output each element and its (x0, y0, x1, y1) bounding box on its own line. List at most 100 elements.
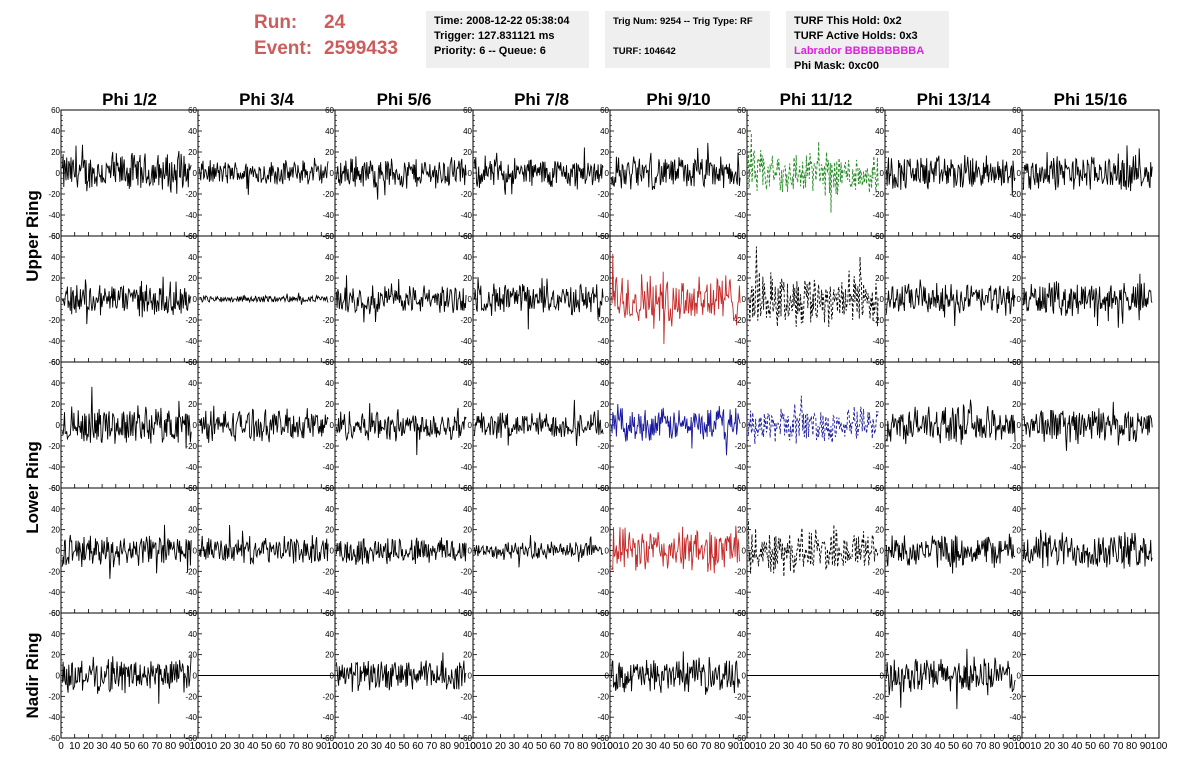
y-tick-label: 60 (600, 484, 609, 493)
turf-line: TURF: 104642 (613, 46, 676, 57)
y-tick-label: -20 (872, 567, 884, 576)
y-tick-label: -40 (1009, 713, 1021, 722)
y-tick-label: 60 (875, 358, 884, 367)
y-tick-label: 0 (330, 169, 335, 178)
y-tick-label: -20 (185, 692, 197, 701)
y-tick-label: 40 (600, 630, 609, 639)
y-tick-label: 40 (737, 630, 746, 639)
x-tick-label: 0 (607, 741, 613, 752)
y-tick-label: 0 (742, 672, 747, 681)
y-tick-label: 40 (51, 630, 60, 639)
waveform-trace (61, 276, 192, 325)
y-tick-label: -40 (48, 337, 60, 346)
x-tick-label: 70 (151, 741, 163, 752)
y-tick-label: -20 (322, 442, 334, 451)
x-tick-label: 90 (728, 741, 740, 752)
y-tick-label: 60 (325, 484, 334, 493)
y-tick-label: 40 (51, 505, 60, 514)
x-tick-label: 90 (316, 741, 328, 752)
y-tick-label: 0 (880, 295, 885, 304)
y-tick-label: 60 (463, 484, 472, 493)
x-tick-label: 90 (591, 741, 603, 752)
y-tick-label: -40 (322, 713, 334, 722)
y-tick-label: 0 (56, 421, 61, 430)
y-tick-label: 0 (56, 547, 61, 556)
y-tick-label: 60 (1012, 358, 1021, 367)
y-tick-label: 20 (1012, 526, 1021, 535)
y-tick-label: 0 (605, 295, 610, 304)
y-tick-label: -40 (48, 463, 60, 472)
x-tick-label: 100 (739, 741, 756, 752)
y-tick-label: -40 (597, 337, 609, 346)
y-tick-label: -20 (1009, 442, 1021, 451)
turf-active-line: TURF Active Holds: 0x3 (794, 30, 918, 42)
x-tick-label: 60 (275, 741, 287, 752)
event-value: 2599433 (324, 38, 398, 59)
y-tick-label: 20 (325, 526, 334, 535)
waveform-trace (473, 535, 604, 568)
x-tick-label: 20 (83, 741, 95, 752)
y-tick-label: -40 (872, 211, 884, 220)
y-tick-label: -20 (597, 692, 609, 701)
y-tick-label: 40 (463, 379, 472, 388)
waveform-trace (61, 386, 192, 449)
y-tick-label: 40 (51, 253, 60, 262)
waveform-trace (335, 652, 467, 693)
y-tick-label: -40 (597, 588, 609, 597)
y-tick-label: 40 (737, 505, 746, 514)
y-tick-label: 20 (463, 651, 472, 660)
trigger-line: Trigger: 127.831121 ms (434, 30, 555, 42)
x-tick-label: 80 (852, 741, 864, 752)
x-tick-label: 10 (893, 741, 905, 752)
y-tick-label: 60 (1012, 484, 1021, 493)
y-tick-label: -20 (734, 442, 746, 451)
y-tick-label: 40 (463, 505, 472, 514)
row-label: Lower Ring (23, 441, 42, 534)
y-tick-label: 40 (1012, 630, 1021, 639)
x-tick-label: 60 (962, 741, 974, 752)
y-tick-label: 60 (51, 609, 60, 618)
y-tick-label: 0 (1017, 295, 1022, 304)
y-tick-label: -20 (872, 316, 884, 325)
y-tick-label: -40 (460, 713, 472, 722)
y-tick-label: 20 (51, 274, 60, 283)
x-tick-label: 30 (509, 741, 521, 752)
y-tick-label: 60 (51, 358, 60, 367)
y-tick-label: -20 (734, 316, 746, 325)
y-tick-label: 20 (737, 651, 746, 660)
x-tick-label: 100 (602, 741, 619, 752)
y-tick-label: -20 (460, 692, 472, 701)
y-tick-label: -60 (734, 734, 746, 743)
waveform-trace (61, 144, 192, 194)
waveform-trace (1022, 529, 1153, 569)
y-tick-label: -20 (322, 567, 334, 576)
waveform-trace (473, 277, 604, 330)
x-tick-label: 0 (1019, 741, 1025, 752)
y-tick-label: 40 (875, 630, 884, 639)
y-tick-label: 40 (188, 379, 197, 388)
y-tick-label: 20 (463, 526, 472, 535)
y-tick-label: 20 (188, 274, 197, 283)
x-tick-label: 0 (470, 741, 476, 752)
y-tick-label: -20 (734, 190, 746, 199)
x-tick-label: 90 (454, 741, 466, 752)
y-tick-label: 60 (737, 358, 746, 367)
column-title: Phi 9/10 (646, 90, 710, 109)
x-tick-label: 80 (989, 741, 1001, 752)
waveform-trace (610, 403, 741, 456)
y-tick-label: -40 (185, 337, 197, 346)
y-tick-label: 40 (1012, 127, 1021, 136)
x-tick-label: 30 (921, 741, 933, 752)
x-tick-label: 40 (1071, 741, 1083, 752)
y-tick-label: -40 (734, 713, 746, 722)
labrador-line: Labrador BBBBBBBBBA (794, 45, 925, 57)
y-tick-label: 40 (463, 630, 472, 639)
waveform-trace (747, 246, 879, 327)
y-tick-label: -40 (872, 463, 884, 472)
y-tick-label: 60 (51, 106, 60, 115)
x-tick-label: 20 (1044, 741, 1056, 752)
y-tick-label: 20 (875, 651, 884, 660)
y-tick-label: 40 (1012, 505, 1021, 514)
waveform-trace (335, 537, 467, 565)
